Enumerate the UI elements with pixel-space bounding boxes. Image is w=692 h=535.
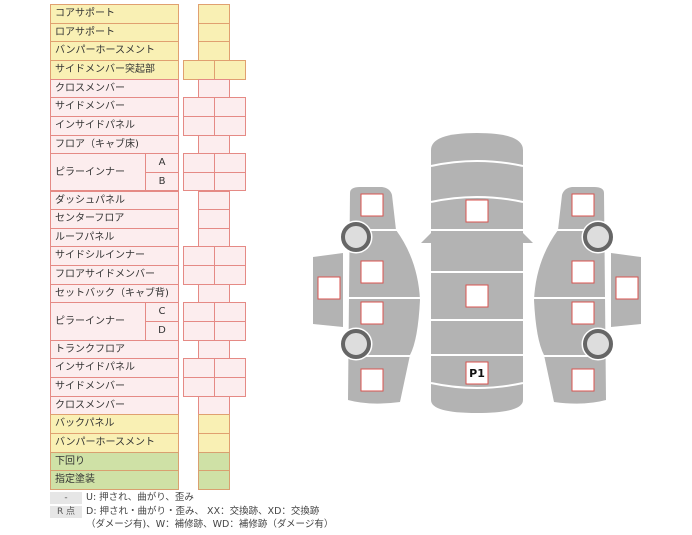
check-cell-right[interactable] <box>214 171 246 192</box>
check-cell-right[interactable] <box>214 59 246 80</box>
row-label: ピラーインナー <box>50 153 146 192</box>
panel-check-box[interactable] <box>465 361 489 385</box>
wheel-icon <box>583 222 613 252</box>
panel-check-box[interactable] <box>571 260 595 284</box>
wheel-icon <box>583 329 613 359</box>
panel-check-box[interactable] <box>571 301 595 325</box>
right-side-body <box>534 187 606 404</box>
right-notch <box>523 233 533 243</box>
panel-check-box[interactable] <box>317 276 341 300</box>
left-side-body <box>348 187 420 404</box>
check-cell[interactable] <box>198 470 230 490</box>
legend-key-r: R 点 <box>50 506 82 518</box>
panel-check-box[interactable] <box>615 276 639 300</box>
panel-check-box[interactable] <box>465 284 489 308</box>
left-notch <box>421 233 431 243</box>
wheel-icon <box>341 329 371 359</box>
legend-key-dash: - <box>50 492 82 504</box>
panel-check-box[interactable] <box>360 193 384 217</box>
panel-check-box[interactable] <box>465 199 489 223</box>
check-cell-right[interactable] <box>214 115 246 136</box>
panel-check-box[interactable] <box>360 301 384 325</box>
check-cell-right[interactable] <box>214 377 246 397</box>
row-label: 指定塗装 <box>50 470 179 490</box>
legend-text-w: （ダメージ有)、W：補修跡、WD：補修跡（ダメージ有） <box>86 519 334 530</box>
panel-check-box[interactable] <box>360 368 384 392</box>
panel-check-box[interactable] <box>571 193 595 217</box>
row-label: ピラーインナー <box>50 302 146 341</box>
legend-text-d: D: 押され・曲がり・歪み、 XX：交換跡、XD：交換跡 <box>86 506 320 517</box>
check-cell-right[interactable] <box>214 265 246 285</box>
p1-label: P1 <box>469 367 485 380</box>
panel-check-box[interactable] <box>571 368 595 392</box>
check-cell-right[interactable] <box>214 321 246 341</box>
panel-check-box[interactable] <box>360 260 384 284</box>
legend-text-u: U: 押され、曲がり、歪み <box>86 492 194 503</box>
wheel-icon <box>341 222 371 252</box>
